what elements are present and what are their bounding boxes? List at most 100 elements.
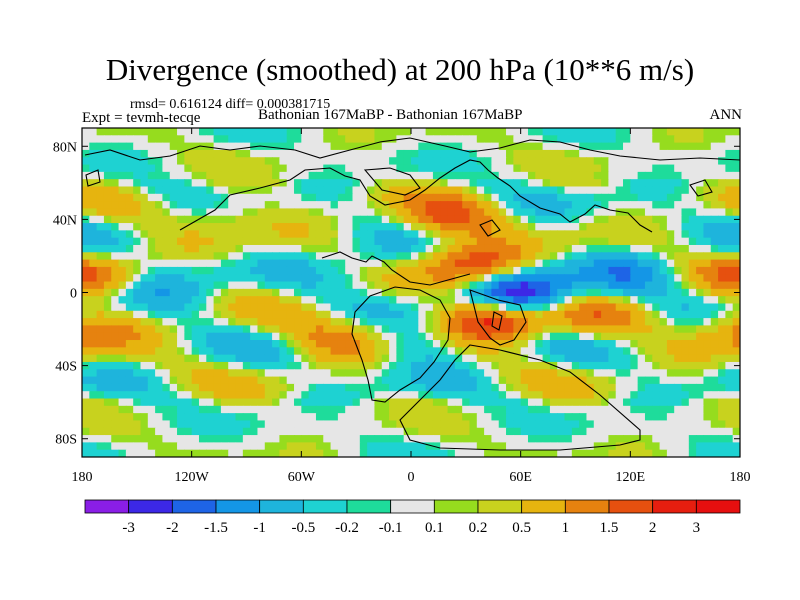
- field-cell: [286, 215, 295, 224]
- field-cell: [374, 230, 383, 239]
- field-cell: [345, 398, 354, 407]
- field-cell: [659, 266, 668, 275]
- field-cell: [242, 442, 251, 451]
- field-cell: [272, 135, 280, 144]
- field-cell: [272, 237, 280, 246]
- field-cell: [118, 427, 127, 436]
- field-cell: [301, 201, 310, 210]
- field-cell: [579, 332, 588, 341]
- field-cell: [264, 274, 273, 283]
- field-cell: [462, 383, 471, 392]
- field-cell: [96, 193, 105, 202]
- field-cell: [527, 201, 536, 210]
- field-cell: [652, 215, 661, 224]
- field-cell: [140, 259, 149, 268]
- field-cell: [396, 398, 405, 407]
- field-cell: [228, 354, 237, 363]
- field-cell: [374, 266, 383, 275]
- field-cell: [630, 179, 639, 188]
- field-cell: [235, 427, 244, 436]
- field-cell: [396, 347, 405, 356]
- field-cell: [608, 405, 617, 414]
- field-cell: [184, 208, 193, 217]
- field-cell: [732, 128, 740, 136]
- field-cell: [294, 296, 302, 305]
- field-cell: [674, 340, 683, 348]
- field-cell: [601, 135, 609, 144]
- field-cell: [579, 244, 588, 253]
- field-cell: [89, 193, 98, 202]
- field-cell: [623, 449, 631, 457]
- field-cell: [688, 405, 697, 414]
- field-cell: [82, 340, 90, 348]
- field-cell: [447, 420, 456, 429]
- field-cell: [513, 259, 522, 268]
- field-cell: [96, 142, 105, 151]
- field-cell: [381, 383, 390, 392]
- field-cell: [586, 128, 595, 136]
- field-cell: [286, 310, 295, 319]
- field-cell: [703, 413, 712, 422]
- field-cell: [630, 340, 639, 348]
- field-cell: [593, 142, 602, 151]
- field-cell: [301, 369, 310, 378]
- field-cell: [557, 186, 566, 195]
- field-cell: [162, 361, 171, 370]
- field-cell: [359, 405, 368, 414]
- field-cell: [82, 420, 90, 429]
- field-cell: [506, 310, 514, 319]
- field-cell: [710, 340, 719, 348]
- field-cell: [279, 340, 288, 348]
- field-cell: [476, 128, 485, 136]
- field-cell: [703, 442, 712, 451]
- field-cell: [601, 391, 609, 400]
- field-cell: [257, 391, 266, 400]
- field-cell: [323, 449, 332, 457]
- field-cell: [659, 398, 668, 407]
- field-cell: [250, 186, 259, 195]
- field-cell: [630, 237, 639, 246]
- field-cell: [220, 186, 229, 195]
- field-cell: [666, 237, 675, 246]
- colorbar-swatch: [477, 499, 523, 514]
- field-cell: [440, 274, 449, 283]
- field-cell: [535, 193, 544, 202]
- field-cell: [177, 391, 185, 400]
- field-cell: [359, 354, 368, 363]
- field-cell: [111, 318, 120, 326]
- field-cell: [637, 391, 646, 400]
- field-cell: [432, 369, 441, 378]
- field-cell: [623, 391, 631, 400]
- field-cell: [652, 179, 661, 188]
- field-cell: [411, 310, 419, 319]
- field-cell: [703, 325, 712, 334]
- field-cell: [637, 449, 646, 457]
- field-cell: [659, 281, 668, 290]
- field-cell: [228, 303, 237, 312]
- field-cell: [220, 347, 229, 356]
- field-cell: [403, 435, 412, 443]
- field-cell: [703, 208, 712, 217]
- field-cell: [520, 288, 529, 297]
- field-cell: [623, 347, 631, 356]
- field-cell: [118, 296, 127, 305]
- field-cell: [264, 128, 273, 136]
- field-cell: [228, 266, 237, 275]
- field-cell: [718, 149, 726, 158]
- field-cell: [337, 427, 346, 436]
- field-cell: [177, 149, 185, 158]
- field-cell: [96, 325, 105, 334]
- field-cell: [644, 179, 653, 188]
- field-cell: [213, 157, 222, 166]
- field-cell: [491, 398, 500, 407]
- field-cell: [615, 420, 624, 429]
- field-cell: [374, 354, 383, 363]
- field-cell: [513, 318, 522, 326]
- field-cell: [703, 164, 712, 173]
- field-cell: [623, 171, 631, 180]
- field-cell: [323, 208, 332, 217]
- field-cell: [601, 318, 609, 326]
- field-cell: [140, 193, 149, 202]
- field-cell: [506, 420, 514, 429]
- field-cell: [191, 252, 200, 261]
